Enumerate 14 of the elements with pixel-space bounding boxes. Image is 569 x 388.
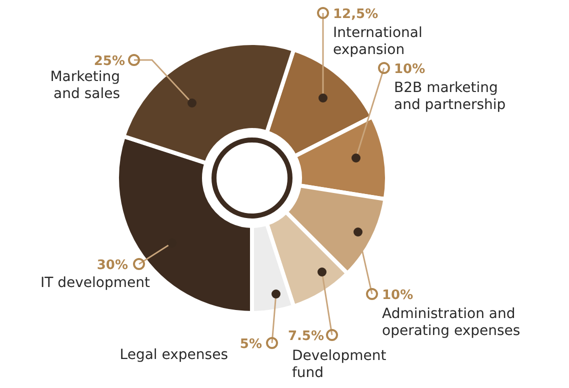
slice-label: Marketing and sales: [50, 69, 120, 102]
data-label: 7.5%: [288, 329, 324, 344]
data-label: 10%: [394, 62, 426, 77]
data-label: 5%: [240, 337, 262, 352]
slice-label: Legal expenses: [120, 347, 228, 363]
data-label: 25%: [94, 54, 125, 69]
legend-label: B2B marketing and partnership: [394, 80, 506, 113]
data-label: 10%: [382, 288, 414, 303]
slice-label: International expansion: [333, 25, 422, 58]
data-label: 30%: [96, 258, 128, 273]
slice-label: Development fund: [292, 348, 387, 381]
slice-label: IT development: [40, 275, 151, 291]
slice-label: Administration and operating expenses: [382, 306, 520, 339]
data-label: 12,5%: [333, 7, 378, 22]
